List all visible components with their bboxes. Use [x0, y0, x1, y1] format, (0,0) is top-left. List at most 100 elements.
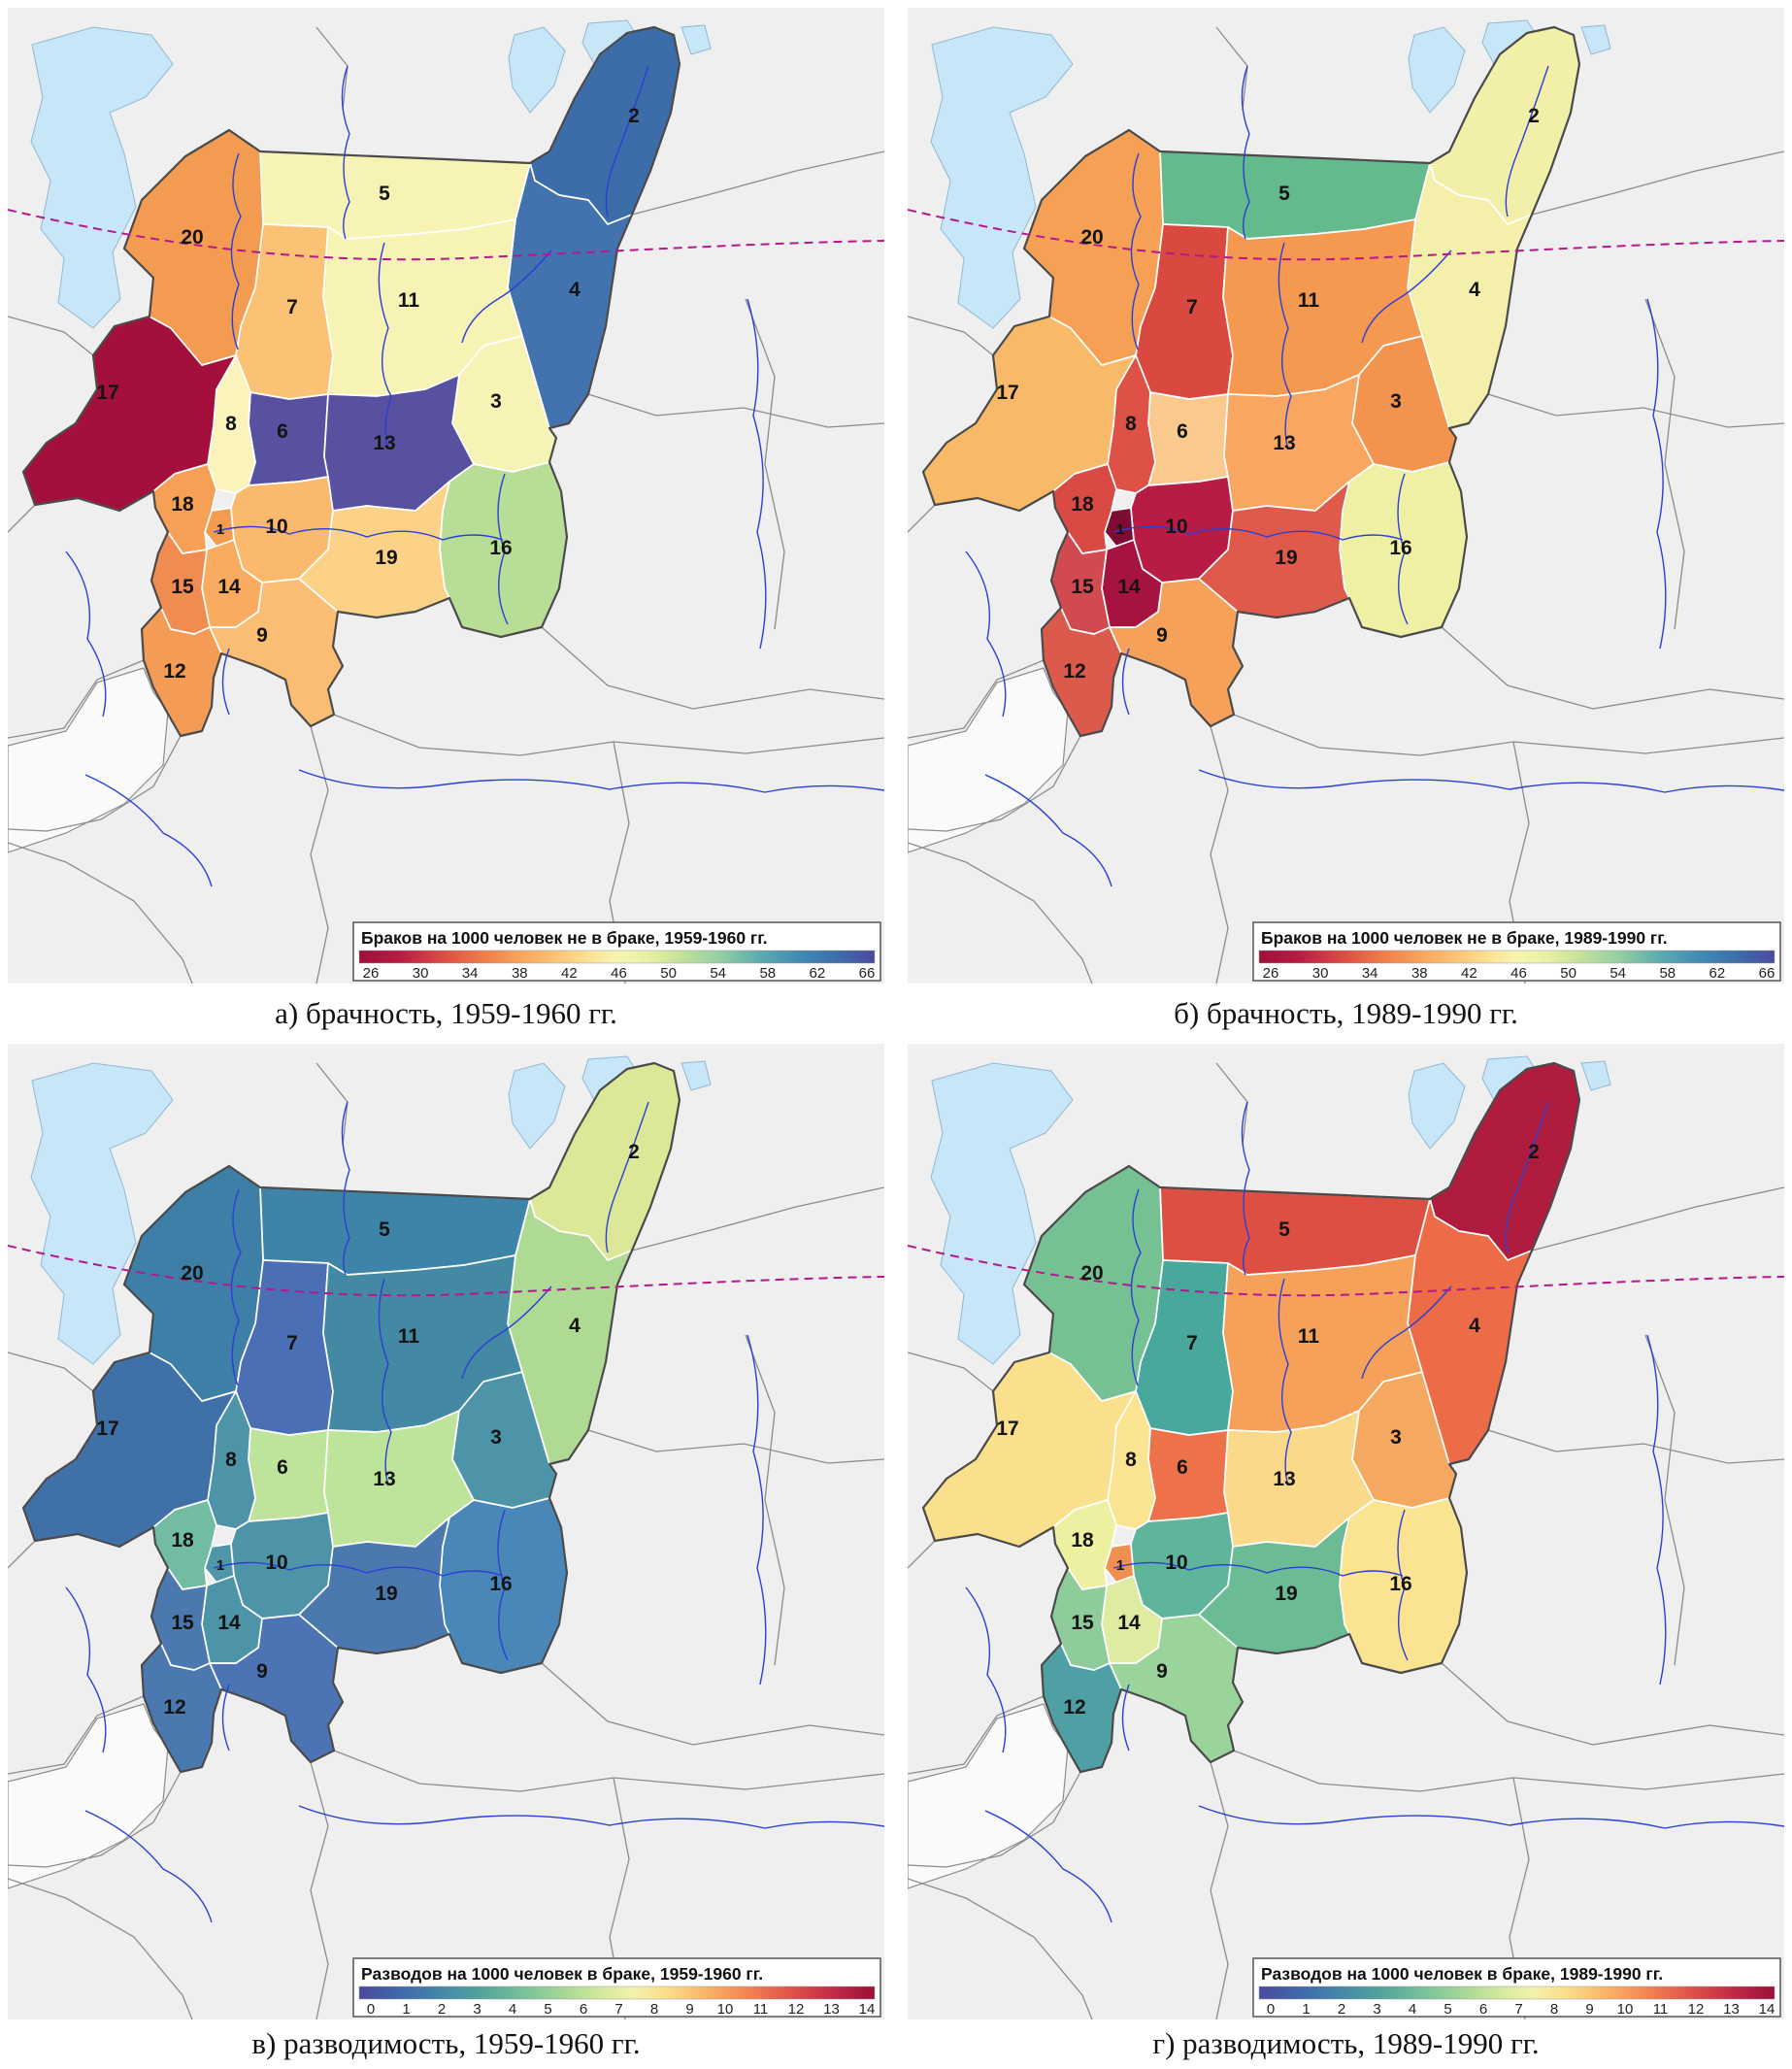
district-8-label: 8	[225, 413, 237, 435]
district-6-label: 6	[277, 1456, 288, 1479]
water-body	[30, 26, 174, 329]
river-line	[65, 551, 107, 717]
legend-tick: 7	[614, 2001, 622, 2018]
district-11-label: 11	[398, 289, 420, 312]
river-line	[84, 1810, 213, 1923]
legend-tick: 38	[1411, 965, 1428, 982]
district-18-label: 18	[1071, 1529, 1094, 1552]
neighbor-border-line	[541, 1662, 884, 1746]
district-11-label: 11	[398, 1325, 420, 1348]
district-3-label: 3	[490, 1426, 502, 1449]
river-line	[213, 525, 504, 541]
water-body	[930, 1062, 1074, 1365]
district-14-label: 14	[1117, 1612, 1141, 1634]
district-11	[1222, 1254, 1423, 1433]
legend-tick: 50	[660, 965, 677, 982]
river-line	[1121, 648, 1130, 716]
legend-tick: 46	[611, 965, 627, 982]
river-line	[1278, 1278, 1292, 1486]
region-outline	[921, 25, 1581, 738]
district-1-label: 1	[216, 1557, 224, 1574]
district-3-label: 3	[1390, 1426, 1402, 1449]
legend-tick: 54	[710, 965, 726, 982]
river-line	[1112, 525, 1404, 541]
neighbor-border-line	[908, 1878, 1093, 2019]
legend-color-ramp	[1258, 1986, 1775, 2000]
legend-tick: 13	[823, 2001, 840, 2018]
map-container-a: 1 2 3 4 5 6 7 8 9 10 11 12 13 14 15 16 17 18 19 20 Браков на…	[8, 8, 884, 984]
district-7-label: 7	[286, 1332, 298, 1354]
district-12-label: 12	[1063, 1696, 1085, 1719]
legend-tick: 46	[1510, 965, 1527, 982]
water-body	[1580, 1060, 1611, 1091]
district-14-label: 14	[1117, 576, 1141, 598]
district-20-label: 20	[1080, 226, 1103, 249]
district-11	[322, 218, 523, 397]
legend-box: Разводов на 1000 человек в браке, 1989-1…	[1252, 1957, 1781, 2018]
district-5-label: 5	[379, 183, 390, 205]
legend-tick: 62	[1709, 965, 1726, 982]
legend-tick: 5	[1444, 2001, 1451, 2018]
neighbor-border-line	[908, 1695, 1045, 1775]
district-6-label: 6	[277, 420, 288, 443]
district-10	[1130, 476, 1234, 584]
district-1-label: 1	[216, 521, 224, 538]
river-line	[230, 1188, 242, 1386]
legend-box: Разводов на 1000 человек в браке, 1959-1…	[352, 1957, 881, 2018]
district-17-label: 17	[96, 1418, 118, 1440]
legend-tick: 10	[1617, 2001, 1634, 2018]
river-line	[497, 1509, 509, 1661]
arctic-circle-line	[8, 1245, 884, 1297]
legend-tick: 6	[1479, 2001, 1487, 2018]
choropleth-map-g: 1234567891011121314151617181920Разводов …	[908, 1044, 1784, 2019]
district-17-label: 17	[996, 1418, 1018, 1440]
district-11	[322, 1254, 523, 1433]
district-7-label: 7	[1186, 1332, 1198, 1354]
district-10-label: 10	[1165, 516, 1187, 538]
legend-tick: 38	[512, 965, 528, 982]
neighbor-border-line	[1210, 725, 1229, 984]
map-container-b: 1 2 3 4 5 6 7 8 9 10 11 12 13 14 15 16 17 18 19 20 Браков на…	[908, 8, 1784, 984]
caption-g: г) разводимость, 1989-1990 гг.	[1152, 2026, 1540, 2060]
legend-color-ramp	[358, 950, 876, 964]
neighbor-border-line	[8, 842, 193, 984]
district-12-label: 12	[1063, 660, 1085, 683]
district-19	[1198, 1517, 1350, 1654]
district-9-label: 9	[256, 624, 268, 647]
neighbor-border-line	[1487, 1429, 1784, 1464]
district-19	[298, 481, 450, 618]
district-4-label: 4	[569, 279, 581, 301]
river-line	[1397, 473, 1409, 625]
neighbor-border-line	[8, 504, 36, 533]
district-18	[152, 1499, 217, 1590]
panels-grid: 1 2 3 4 5 6 7 8 9 10 11 12 13 14 15 16 17 18 19 20 Браков на…	[8, 8, 1784, 2068]
district-16-label: 16	[489, 537, 512, 559]
legend-title: Разводов на 1000 человек в браке, 1959-1…	[361, 1964, 763, 1984]
panel-divorce-1989: 1 2 3 4 5 6 7 8 9 10 11 12 13 14 15 16 17 18 19 20 Разводов …	[908, 1044, 1784, 2068]
district-9-label: 9	[1156, 624, 1168, 647]
neighbor-border-line	[631, 150, 884, 216]
legend-tick: 34	[1362, 965, 1378, 982]
legend-tick: 6	[580, 2001, 587, 2018]
neighbor-border-line	[631, 1186, 884, 1251]
district-15-label: 15	[171, 1612, 194, 1634]
legend-tick: 14	[1759, 2001, 1775, 2018]
district-3-label: 3	[1390, 390, 1402, 413]
legend-tick: 30	[413, 965, 429, 982]
legend-tick: 1	[1302, 2001, 1310, 2018]
neighbor-border-line	[908, 1540, 936, 1569]
district-12-label: 12	[163, 660, 185, 683]
district-19	[298, 1517, 450, 1654]
district-5-label: 5	[1278, 1218, 1290, 1241]
water-body	[680, 1060, 712, 1091]
river-line	[1397, 1509, 1409, 1661]
legend-tick: 62	[810, 965, 826, 982]
neighbor-border-line	[1210, 1761, 1229, 2019]
legend-tick: 0	[1267, 2001, 1275, 2018]
river-line	[1361, 1285, 1452, 1380]
district-10	[230, 1512, 334, 1619]
water-body	[680, 24, 712, 55]
district-9-label: 9	[1156, 1660, 1168, 1683]
